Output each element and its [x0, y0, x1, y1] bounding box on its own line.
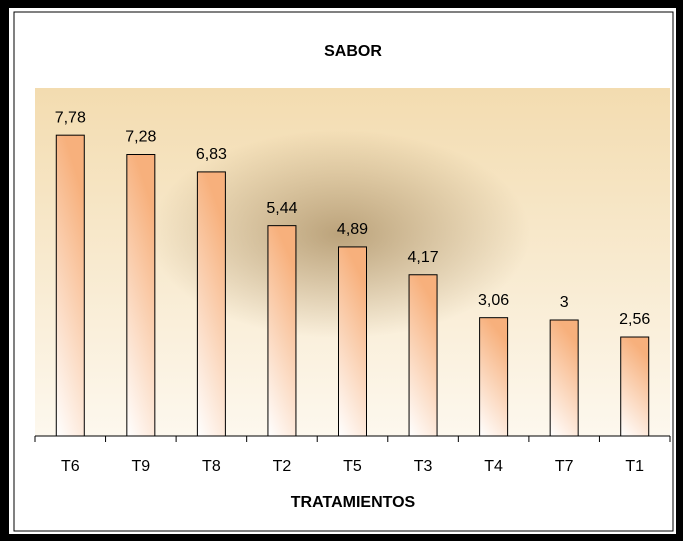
x-tick-label: T7: [555, 458, 574, 475]
x-tick-label: T5: [343, 458, 362, 475]
data-label: 7,28: [125, 129, 156, 146]
bar: [620, 336, 650, 437]
x-tick-label: T6: [61, 458, 80, 475]
data-label: 4,17: [407, 249, 438, 266]
x-tick-label: T2: [273, 458, 292, 475]
data-label: 2,56: [619, 311, 650, 328]
bar: [408, 274, 438, 437]
x-tick-label: T3: [414, 458, 433, 475]
x-axis-title: TRATAMIENTOS: [291, 494, 416, 511]
data-label: 5,44: [266, 200, 297, 217]
data-label: 3,06: [478, 292, 509, 309]
bar: [55, 134, 85, 437]
bar: [126, 154, 156, 437]
bar: [338, 246, 367, 437]
x-tick-label: T4: [484, 458, 503, 475]
chart-title: SABOR: [324, 43, 382, 60]
x-tick-label: T1: [625, 458, 644, 475]
data-label: 3: [560, 294, 569, 311]
x-tick-label: T8: [202, 458, 221, 475]
bar: [549, 319, 579, 437]
bar: [196, 171, 226, 437]
x-tick-label: T9: [131, 458, 150, 475]
data-label: 7,78: [55, 109, 86, 126]
bar: [479, 317, 509, 437]
data-label: 4,89: [337, 221, 368, 238]
bar: [267, 225, 297, 437]
data-label: 6,83: [196, 146, 227, 163]
